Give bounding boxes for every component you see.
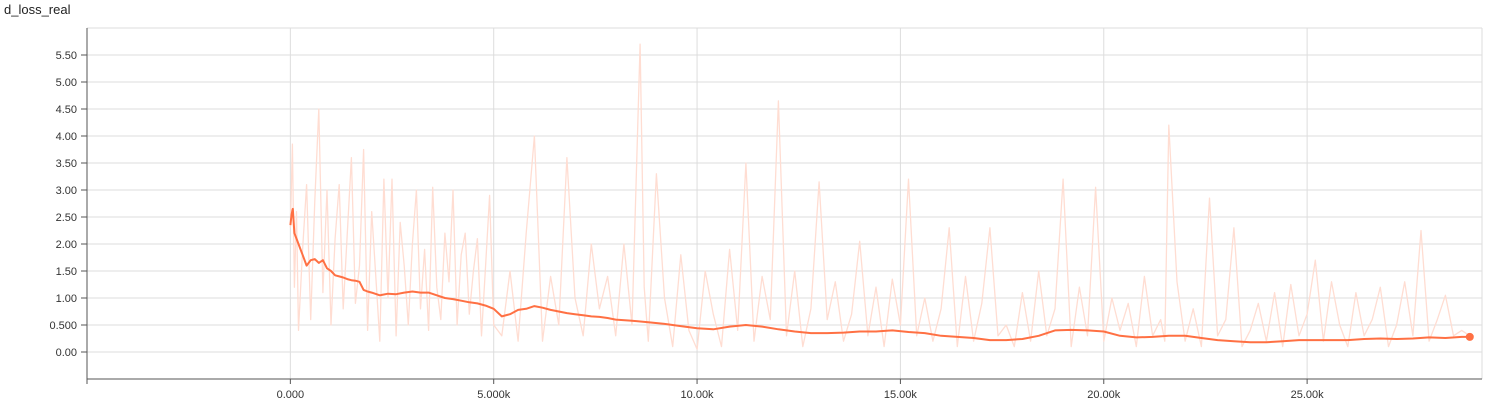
y-tick-label: 2.00: [56, 239, 77, 251]
chart-title: d_loss_real: [4, 2, 71, 17]
last-point-marker: [1465, 332, 1474, 341]
x-tick-label: 10.00k: [681, 389, 715, 401]
y-tick-label: 3.00: [56, 185, 77, 197]
y-tick-label: 4.00: [56, 131, 77, 143]
y-tick-label: 1.00: [56, 293, 77, 305]
x-tick-label: 0.000: [277, 389, 305, 401]
x-tick-label: 15.00k: [884, 389, 918, 401]
raw-series-line: [289, 43, 1471, 350]
grid-layer: [87, 27, 1483, 379]
y-tick-label: 3.50: [56, 158, 77, 170]
x-tick-label: 5.000k: [477, 389, 511, 401]
y-tick-label: 5.00: [56, 77, 77, 89]
smoothed-series-layer: [289, 207, 1474, 344]
y-tick-label: 5.50: [56, 50, 77, 62]
y-tick-label: 1.50: [56, 266, 77, 278]
raw-series-layer: [289, 43, 1471, 350]
y-tick-label: 0.500: [49, 320, 77, 332]
x-tick-label: 20.00k: [1087, 389, 1121, 401]
y-tick-label: 0.00: [56, 347, 77, 359]
y-tick-label: 2.50: [56, 212, 77, 224]
axis-layer: 0.00 0.500 1.00 1.50 2.00 2.50 3.00 3.50 4.00 4.5…: [49, 28, 1482, 401]
y-tick-label: 4.50: [56, 104, 77, 116]
smoothed-series-line: [289, 207, 1470, 344]
x-tick-label: 25.00k: [1291, 389, 1325, 401]
